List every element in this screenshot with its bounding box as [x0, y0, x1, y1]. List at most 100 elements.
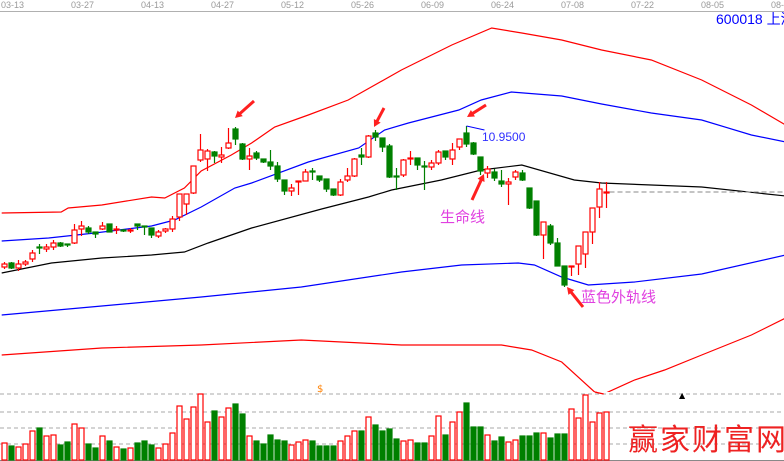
volume-bar — [302, 439, 309, 461]
candle-body — [190, 165, 197, 194]
candle — [484, 166, 491, 178]
candle — [505, 178, 512, 205]
volume-bar — [134, 442, 141, 461]
candle — [428, 160, 435, 170]
arrow-head — [235, 110, 243, 118]
volume-bar — [204, 421, 211, 461]
volume-bar — [92, 447, 99, 461]
x-tick-label: 07-08 — [561, 0, 584, 10]
volume-bar — [582, 394, 589, 461]
candle-body — [337, 181, 344, 196]
candle-body — [204, 150, 211, 160]
volume-bar — [113, 446, 120, 461]
candle — [36, 244, 43, 254]
candle — [162, 228, 169, 233]
candle — [22, 260, 29, 266]
candle — [470, 142, 477, 155]
candle-body — [442, 150, 449, 158]
candle-body — [183, 193, 190, 205]
candle — [435, 150, 442, 165]
volume-bar — [8, 445, 15, 461]
arrow-shaft — [470, 177, 484, 201]
candle-body — [505, 181, 512, 185]
band-line-lower-inner — [1, 254, 784, 316]
candle-body — [589, 207, 596, 233]
volume-bar — [64, 441, 71, 461]
watermark-logo: 赢家财富网 — [628, 423, 784, 458]
x-tick-label: 08-05 — [701, 0, 724, 10]
candle — [407, 151, 414, 165]
x-tick-label: 08- — [771, 0, 784, 10]
candle — [526, 187, 533, 209]
candle — [498, 170, 505, 187]
volume-bar — [505, 441, 512, 461]
candle-body — [120, 229, 127, 232]
volume-bar — [393, 438, 400, 461]
candle-body — [148, 227, 155, 236]
volume-bar — [603, 411, 610, 461]
candle — [260, 158, 267, 163]
candle-body — [386, 145, 393, 178]
candle — [365, 135, 372, 158]
volume-bar — [456, 411, 463, 461]
candle-body — [512, 171, 519, 178]
candle — [603, 182, 610, 208]
red-arrow-icon — [373, 107, 386, 127]
candle — [204, 149, 211, 171]
candle-body — [393, 175, 400, 178]
candle — [155, 230, 162, 238]
candle-body — [372, 132, 379, 138]
x-tick-label: 06-09 — [421, 0, 444, 10]
candle — [71, 224, 78, 244]
life-line-label: 生命线 — [440, 208, 485, 226]
volume-bar — [106, 440, 113, 461]
volume-bar — [288, 444, 295, 461]
volume-bar — [519, 435, 526, 461]
x-tick-label: 03-27 — [71, 0, 94, 10]
candle — [295, 180, 302, 195]
volume-bar — [512, 439, 519, 461]
volume-bar — [323, 445, 330, 461]
high-price-label: 10.9500 — [482, 130, 526, 144]
candle-body — [15, 263, 22, 269]
volume-bar — [428, 435, 435, 461]
volume-bar — [85, 443, 92, 461]
volume-bar — [442, 434, 449, 461]
red-arrow-icon — [235, 99, 256, 118]
x-tick-label: 04-13 — [141, 0, 164, 10]
arrow-shaft — [237, 99, 256, 116]
candle-body — [407, 157, 414, 160]
candle-body — [71, 229, 78, 244]
candle-body — [477, 156, 484, 172]
candle-body — [225, 142, 232, 149]
candle-body — [414, 157, 421, 166]
candle — [372, 130, 379, 141]
candle — [463, 126, 470, 147]
candle — [561, 265, 568, 287]
volume-bar — [190, 406, 197, 461]
candle-body — [78, 225, 85, 230]
candle — [442, 150, 449, 160]
candle — [29, 250, 36, 262]
candle — [64, 243, 71, 247]
candle-body — [176, 193, 183, 218]
candle — [183, 193, 190, 215]
volume-bar — [43, 435, 50, 461]
candle-body — [526, 187, 533, 209]
volume-bar — [379, 430, 386, 461]
candle-body — [309, 170, 316, 173]
candle — [512, 170, 519, 180]
volume-bar — [407, 439, 414, 461]
candle-body — [358, 154, 365, 158]
candle-body — [253, 152, 260, 159]
volume-bar — [260, 443, 267, 461]
candle — [456, 138, 463, 150]
volume-bar — [99, 435, 106, 461]
volume-bar — [211, 410, 218, 461]
candle — [218, 147, 225, 163]
volume-bar — [239, 413, 246, 461]
volume-bar — [148, 444, 155, 461]
candle — [246, 148, 253, 170]
candle — [232, 127, 239, 145]
